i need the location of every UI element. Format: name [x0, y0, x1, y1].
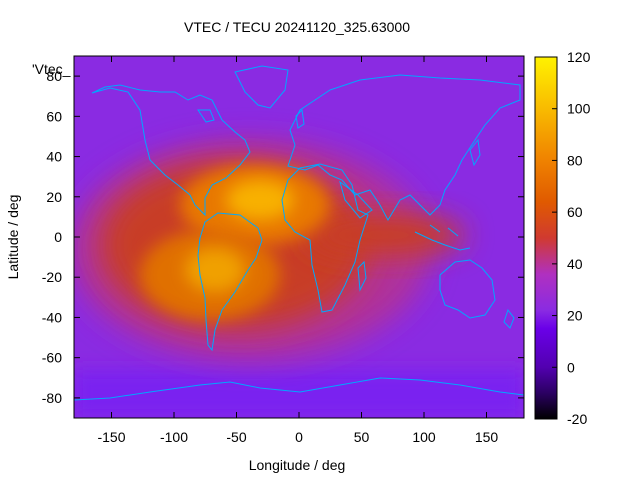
x-axis-label: Longitude / deg	[249, 457, 346, 473]
x-axis-ticks: -150 -100 -50 0 50 100 150	[97, 56, 498, 445]
y-tick-label: -60	[42, 350, 62, 366]
x-tick-label: 150	[475, 429, 499, 445]
y-axis-ticks: -80 -60 -40 -20 0 20 40 60 80	[42, 68, 524, 406]
vtec-heatmap	[74, 56, 524, 418]
colorbar-tick-label: 80	[567, 152, 583, 168]
y-tick-label: 80	[46, 68, 62, 84]
coastline-hudson-bay	[197, 109, 215, 123]
colorbar-tick-label: -20	[567, 411, 587, 427]
colorbar-tick-label: 100	[567, 101, 591, 117]
heatmap-south-peak	[185, 248, 245, 292]
colorbar-tick-label: 40	[567, 256, 583, 272]
coastline-madagascar	[357, 260, 367, 292]
coastline-greenland	[234, 65, 289, 109]
x-tick-label: 0	[295, 429, 303, 445]
heatmap-south-polar-band	[74, 370, 524, 418]
coastline-africa	[281, 163, 369, 313]
y-tick-label: -80	[42, 390, 62, 406]
coastline-australia	[439, 259, 496, 319]
colorbar-tick-label: 60	[567, 204, 583, 220]
y-tick-label: 40	[46, 149, 62, 165]
x-tick-label: -50	[226, 429, 246, 445]
coastline-indonesia	[414, 224, 471, 251]
y-tick-label: 20	[46, 189, 62, 205]
x-tick-label: 100	[412, 429, 436, 445]
coastline-south-america	[197, 212, 263, 352]
y-tick-label: -40	[42, 309, 62, 325]
colorbar-gradient	[534, 56, 558, 420]
coastline-new-zealand	[503, 308, 515, 329]
x-tick-label: -100	[160, 429, 188, 445]
y-axis-label: Latitude / deg	[5, 195, 21, 280]
coastline-japan	[469, 138, 481, 167]
coastline-overlay	[74, 65, 524, 401]
coastline-north-america	[91, 84, 251, 217]
heatmap-africa-extension	[305, 213, 465, 257]
y-tick-label: 0	[54, 229, 62, 245]
coastline-british-isles	[295, 108, 305, 129]
y-tick-label: 60	[46, 108, 62, 124]
colorbar-ticks: -20 0 20 40 60 80 100 120	[552, 49, 591, 427]
coastline-arabian-peninsula	[339, 180, 373, 219]
colorbar-tick-label: 20	[567, 308, 583, 324]
x-tick-label: -150	[97, 429, 125, 445]
series-key-label: 'Vtec_	[32, 61, 71, 77]
coastline-antarctica	[74, 377, 524, 401]
colorbar-tick-label: 120	[567, 49, 591, 65]
x-tick-label: 50	[354, 429, 370, 445]
colorbar: -20 0 20 40 60 80 100 120	[534, 49, 591, 427]
heatmap-peak	[226, 180, 294, 220]
colorbar-tick-label: 0	[567, 359, 575, 375]
y-tick-label: -20	[42, 269, 62, 285]
chart-title: VTEC / TECU 20241120_325.63000	[184, 19, 410, 35]
